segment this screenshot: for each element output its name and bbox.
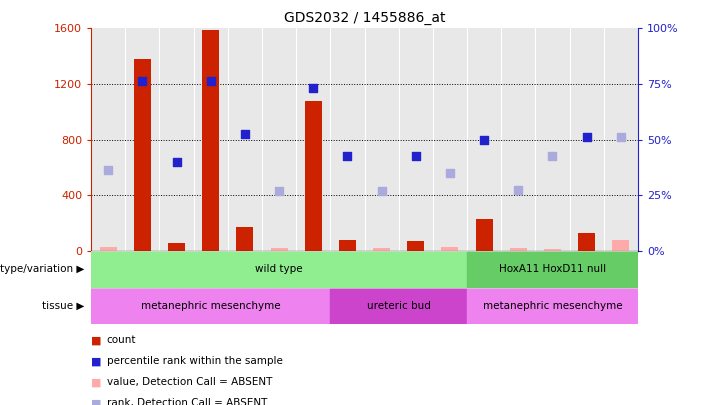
Point: [547, 153, 558, 160]
Text: metanephric mesenchyme: metanephric mesenchyme: [483, 301, 622, 311]
Point: [308, 85, 319, 92]
Bar: [271, 248, 287, 251]
Text: HoxA11 HoxD11 null: HoxA11 HoxD11 null: [499, 264, 606, 274]
Bar: [544, 249, 561, 251]
Point: [581, 134, 592, 140]
Point: [239, 131, 250, 137]
Point: [102, 167, 114, 174]
Bar: [536, 28, 570, 251]
Bar: [365, 28, 399, 251]
Point: [615, 134, 627, 140]
Text: rank, Detection Call = ABSENT: rank, Detection Call = ABSENT: [107, 399, 267, 405]
Title: GDS2032 / 1455886_at: GDS2032 / 1455886_at: [284, 11, 445, 25]
Bar: [330, 288, 467, 324]
Bar: [262, 28, 296, 251]
Bar: [168, 243, 185, 251]
Bar: [501, 28, 536, 251]
Text: count: count: [107, 335, 136, 345]
Bar: [91, 28, 125, 251]
Text: ■: ■: [91, 356, 102, 366]
Point: [273, 188, 285, 194]
Point: [410, 153, 421, 160]
Bar: [467, 288, 638, 324]
Bar: [125, 28, 160, 251]
Bar: [604, 28, 638, 251]
Bar: [510, 248, 527, 251]
Bar: [228, 28, 262, 251]
Text: ■: ■: [91, 399, 102, 405]
Text: wild type: wild type: [255, 264, 303, 274]
Bar: [305, 101, 322, 251]
Bar: [578, 233, 595, 251]
Text: value, Detection Call = ABSENT: value, Detection Call = ABSENT: [107, 377, 272, 387]
Bar: [569, 28, 604, 251]
Bar: [160, 28, 193, 251]
Bar: [467, 251, 638, 288]
Bar: [339, 240, 356, 251]
Bar: [134, 59, 151, 251]
Bar: [373, 248, 390, 251]
Bar: [91, 251, 467, 288]
Bar: [433, 28, 467, 251]
Bar: [612, 240, 629, 251]
Bar: [467, 28, 501, 251]
Text: tissue ▶: tissue ▶: [42, 301, 84, 311]
Point: [512, 187, 524, 193]
Bar: [100, 247, 117, 251]
Bar: [399, 28, 433, 251]
Bar: [91, 288, 330, 324]
Point: [376, 188, 387, 194]
Bar: [330, 28, 365, 251]
Bar: [297, 28, 330, 251]
Point: [137, 78, 148, 85]
Text: percentile rank within the sample: percentile rank within the sample: [107, 356, 283, 366]
Point: [205, 78, 217, 85]
Point: [479, 136, 490, 143]
Text: ■: ■: [91, 335, 102, 345]
Bar: [442, 247, 458, 251]
Point: [171, 159, 182, 165]
Bar: [193, 28, 228, 251]
Text: genotype/variation ▶: genotype/variation ▶: [0, 264, 84, 274]
Point: [444, 170, 456, 177]
Bar: [407, 241, 424, 251]
Bar: [202, 30, 219, 251]
Text: metanephric mesenchyme: metanephric mesenchyme: [141, 301, 280, 311]
Bar: [475, 219, 493, 251]
Point: [342, 153, 353, 160]
Text: ureteric bud: ureteric bud: [367, 301, 430, 311]
Bar: [236, 227, 254, 251]
Text: ■: ■: [91, 377, 102, 387]
